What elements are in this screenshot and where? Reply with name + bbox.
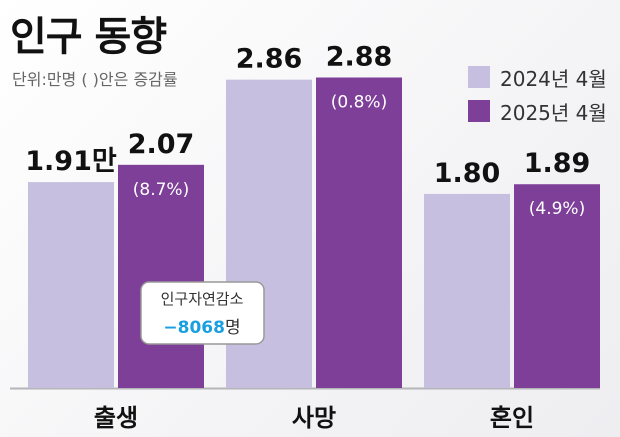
callout-value: −8068명 [163,318,240,338]
value-label-2025-0: 2.07 [128,129,195,160]
value-label-2024-1: 2.86 [236,44,303,75]
bar-2024-0 [28,182,114,388]
unit-note: 단위:만명 ( )안은 증감률 [12,70,178,89]
x-tick-label-1: 사망 [292,404,336,432]
bar-2025-0 [118,164,204,388]
legend-swatch-2025 [468,100,490,122]
legend-swatch-2024 [468,66,490,88]
x-tick-label-2: 혼인 [490,404,534,432]
legend-label-2025: 2025년 4월 [500,100,607,125]
callout-unit: 명 [225,318,241,338]
legend-item-2024: 2024년 4월 [468,60,607,94]
bar-2025-2 [514,184,600,388]
change-label-1: (0.8%) [331,93,387,113]
legend-label-2024: 2024년 4월 [500,66,607,91]
legend: 2024년 4월 2025년 4월 [468,60,607,128]
callout-number: −8068 [163,318,225,338]
x-tick-label-0: 출생 [94,404,138,432]
change-label-0: (8.7%) [133,180,189,200]
callout-box [140,281,265,345]
change-label-2: (4.9%) [529,199,585,219]
value-label-2025-1: 2.88 [326,42,393,73]
bar-2024-2 [424,193,510,388]
value-label-2024-2: 1.80 [434,158,501,189]
legend-item-2025: 2025년 4월 [468,94,607,128]
value-label-2024-0: 1.91만 [25,146,117,177]
chart-title: 인구 동향 [10,14,167,60]
callout-title: 인구자연감소 [161,290,244,308]
value-label-2025-2: 1.89 [524,148,591,179]
bar-2025-1 [316,77,402,388]
